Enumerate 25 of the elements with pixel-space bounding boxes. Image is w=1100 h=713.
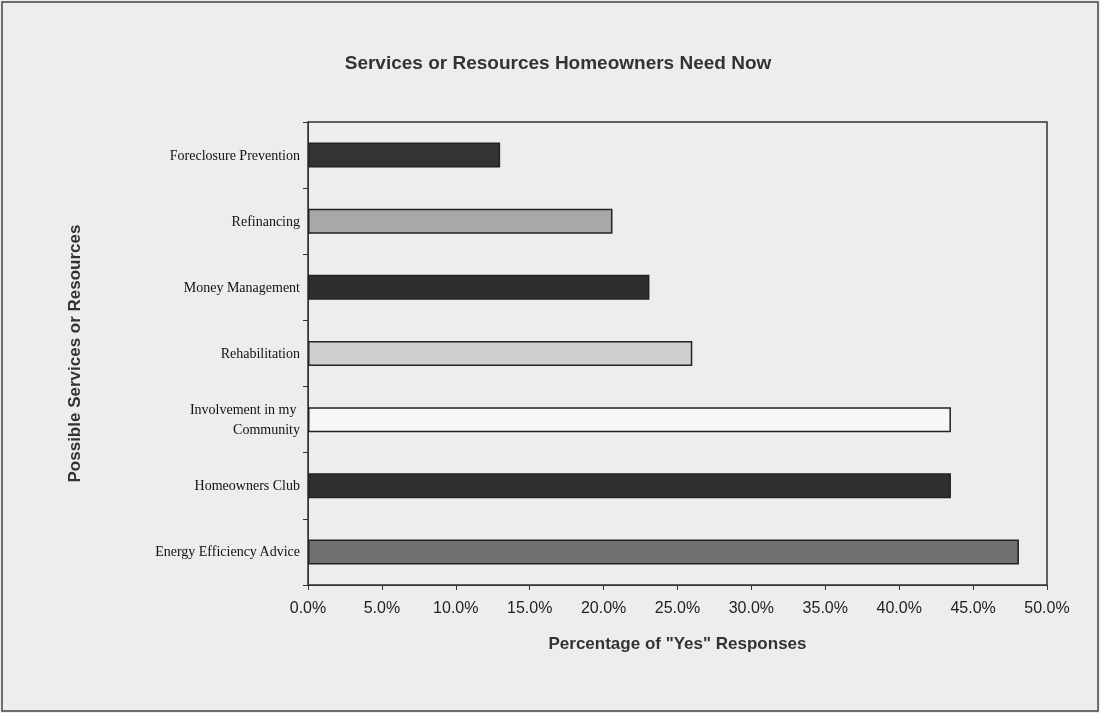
bar	[308, 407, 951, 433]
x-tick-label: 25.0%	[654, 598, 701, 616]
y-tick-label: Foreclosure Prevention	[169, 147, 300, 163]
y-tick-label: Refinancing	[231, 213, 300, 229]
x-tick-label: 5.0%	[363, 598, 401, 616]
x-tick-label: 10.0%	[433, 598, 479, 616]
x-axis-title: Percentage of "Yes" Responses	[548, 634, 807, 653]
y-axis-title: Possible Services or Resources	[65, 224, 84, 483]
y-tick-label: Energy Efficiency Advice	[155, 544, 300, 560]
bar	[308, 208, 613, 234]
x-tick-label: 0.0%	[289, 598, 327, 616]
x-tick-label: 30.0%	[728, 598, 775, 616]
x-tick-label: 35.0%	[802, 598, 848, 616]
y-tick-label: Money Management	[183, 279, 301, 295]
bar	[308, 341, 693, 366]
x-tick-label: 50.0%	[1024, 598, 1070, 616]
y-tick-label: Rehabilitation	[220, 346, 300, 361]
y-tick-label: Homeowners Club	[194, 478, 300, 494]
chart-title: Services or Resources Homeowners Need Now	[344, 52, 772, 73]
bar	[308, 539, 1019, 565]
x-tick-label: 20.0%	[580, 598, 627, 616]
x-tick-label: 45.0%	[950, 598, 996, 616]
x-tick-label: 15.0%	[507, 598, 553, 616]
y-tick-label: Involvement in my Community	[189, 402, 300, 438]
x-tick-label: 40.0%	[876, 598, 922, 616]
